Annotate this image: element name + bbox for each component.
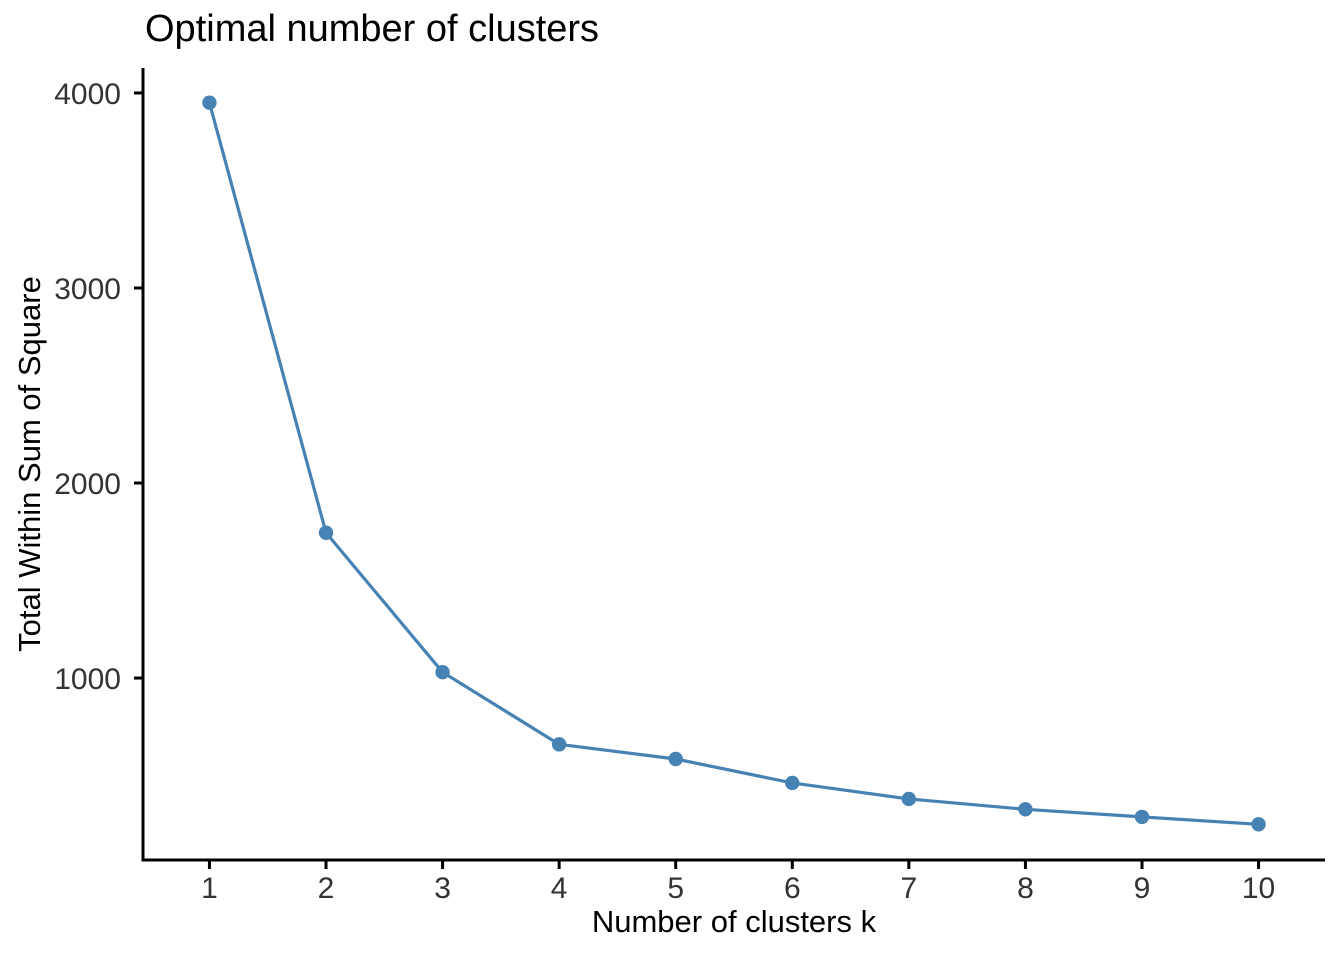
y-tick-label: 3000 [54, 273, 121, 306]
y-tick-label: 4000 [54, 78, 121, 111]
x-axis-title: Number of clusters k [591, 904, 877, 939]
x-tick-label: 8 [1017, 872, 1034, 905]
data-point [1251, 817, 1266, 832]
x-tick-label: 10 [1242, 872, 1275, 905]
y-tick-label: 2000 [54, 468, 121, 501]
x-tick-label: 1 [201, 872, 218, 905]
data-point [318, 525, 334, 540]
series-line [207, 101, 1261, 826]
data-point [202, 95, 217, 110]
data-point [901, 791, 917, 807]
x-tick-label: 2 [318, 872, 335, 905]
data-point [785, 775, 800, 791]
x-tick-label: 4 [551, 872, 568, 905]
data-point [1018, 802, 1033, 817]
data-point [435, 664, 450, 680]
data-point [1134, 809, 1150, 825]
x-tick-label: 9 [1134, 872, 1151, 905]
x-tick-label: 5 [667, 872, 684, 905]
data-point [668, 751, 683, 767]
x-tick-label: 7 [901, 872, 918, 905]
y-tick-label: 1000 [54, 663, 121, 696]
chart-title: Optimal number of clusters [145, 8, 600, 50]
x-tick-label: 3 [434, 872, 451, 905]
data-point [551, 737, 567, 752]
x-tick-label: 6 [784, 872, 801, 905]
